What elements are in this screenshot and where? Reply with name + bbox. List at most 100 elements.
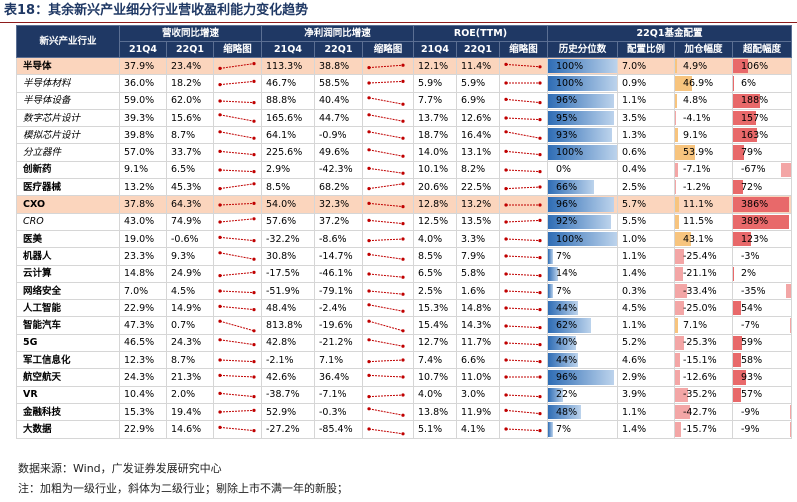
sparkline-line [368,167,404,174]
sparkline-point [504,358,508,362]
sparkline-point [504,289,508,293]
net-profit-22q1: -21.2% [314,333,363,353]
revenue-21q4: 23.3% [119,247,167,266]
sparkline-chart [504,393,542,398]
revenue-21q4: 37.9% [119,56,167,76]
percentile-bar [548,197,615,212]
table-row: 人工智能 22.9% 14.9% 48.4% -2.4% 15.3% 14.8% 44% 4.5… [16,299,792,318]
add-position-bar [675,128,679,143]
sparkline-point [218,99,222,103]
allocation-ratio: 0.3% [617,281,675,301]
sparkline-line [219,169,255,173]
net-profit-21q4: 64.1% [261,126,315,145]
sparkline-line [505,64,541,68]
sparkline-line [368,290,404,295]
overweight-cell: 79% [732,143,792,162]
industry-table: 新兴产业行业 营收同比增速 净利润同比增速 ROE(TTM) 22Q1基金配置 … [16,25,792,439]
historical-percentile-cell: 100% [547,229,618,249]
sparkline-point [401,171,405,175]
percentile-bar [548,353,579,368]
add-position-cell: -7.1% [674,160,733,180]
historical-percentile-cell: 100% [547,74,618,93]
overweight-bar [733,214,790,229]
sparkline-chart [504,341,542,347]
net-profit-21q4: 88.8% [261,91,315,110]
revenue-21q4: 22.9% [119,420,167,439]
sparkline-line [505,428,541,432]
historical-percentile-cell: 48% [547,402,618,422]
sparkline-cell [499,126,548,145]
add-position-value: 7.1% [683,320,708,332]
revenue-21q4: 59.0% [119,91,167,110]
add-position-value: -12.6% [683,371,717,383]
allocation-ratio: 5.5% [617,212,675,231]
table-row: 云计算 14.8% 24.9% -17.5% -46.1% 6.5% 5.8% 14% 1.4%… [16,264,792,283]
add-position-bar [675,231,691,247]
sparkline-cell [499,195,548,214]
sparkline-chart [218,113,256,123]
sparkline-point [367,95,371,100]
sparkline-point [218,235,222,240]
allocation-ratio: 3.9% [617,385,675,404]
add-position-cell: -21.1% [674,264,733,283]
revenue-22q1: 33.7% [166,143,214,162]
add-position-bar [675,353,681,368]
sparkline-point [401,119,405,123]
sparkline-point [401,154,405,158]
overweight-value: -7% [741,320,760,332]
sparkline-line [505,290,541,294]
sparkline-line [219,290,255,294]
sparkline-point [538,100,542,104]
overweight-value: 54% [741,302,763,314]
roe-22q1: 7.9% [456,247,500,266]
overweight-cell: -35% [732,281,792,301]
sparkline-point [401,358,405,362]
industry-name: 金融科技 [16,402,120,422]
sparkline-point [538,308,542,312]
overweight-bar [733,231,751,247]
sparkline-point [504,62,508,67]
overweight-value: 386% [741,199,769,211]
revenue-22q1: 74.9% [166,212,214,231]
overweight-bar [781,162,791,178]
subheader-21q4: 21Q4 [413,41,457,58]
net-profit-22q1: -85.4% [314,420,363,439]
sparkline-line [219,271,255,276]
roe-21q4: 4.0% [413,229,457,249]
sparkline-point [218,305,222,309]
overweight-value: 6% [741,77,757,89]
roe-21q4: 13.8% [413,402,457,422]
sparkline-chart [367,338,405,348]
revenue-22q1: -0.6% [166,229,214,249]
sparkline-cell [499,212,548,231]
table-row: 大数据 22.9% 14.6% -27.2% -85.4% 5.1% 4.1% 7% 1.4% -… [16,420,792,439]
sparkline-point [401,328,405,332]
add-position-bar [675,301,685,316]
sparkline-chart [504,323,542,329]
revenue-21q4: 43.0% [119,212,167,231]
add-position-cell: -1.2% [674,178,733,197]
sparkline-point [538,412,542,416]
sparkline-point [367,253,371,257]
add-position-cell: -35.2% [674,385,733,404]
subheader-overweight: 超配幅度 [732,41,792,58]
sparkline-cell [213,91,262,110]
industry-name: 分立器件 [16,143,120,162]
allocation-ratio: 1.1% [617,402,675,422]
net-profit-21q4: 54.0% [261,195,315,214]
overweight-cell: -3% [732,247,792,266]
sparkline-point [218,83,222,87]
sparkline-point [401,237,405,241]
add-position-cell: 11.1% [674,195,733,214]
add-position-bar [675,249,685,264]
overweight-value: -67% [741,164,766,176]
sparkline-cell [362,195,414,214]
sparkline-point [367,394,371,398]
sparkline-cell [362,316,414,335]
sparkline-chart [367,147,405,158]
overweight-bar [733,128,757,143]
sparkline-point [504,97,508,101]
roe-22q1: 6.9% [456,91,500,110]
add-position-cell: -12.6% [674,368,733,387]
sparkline-point [504,393,508,397]
